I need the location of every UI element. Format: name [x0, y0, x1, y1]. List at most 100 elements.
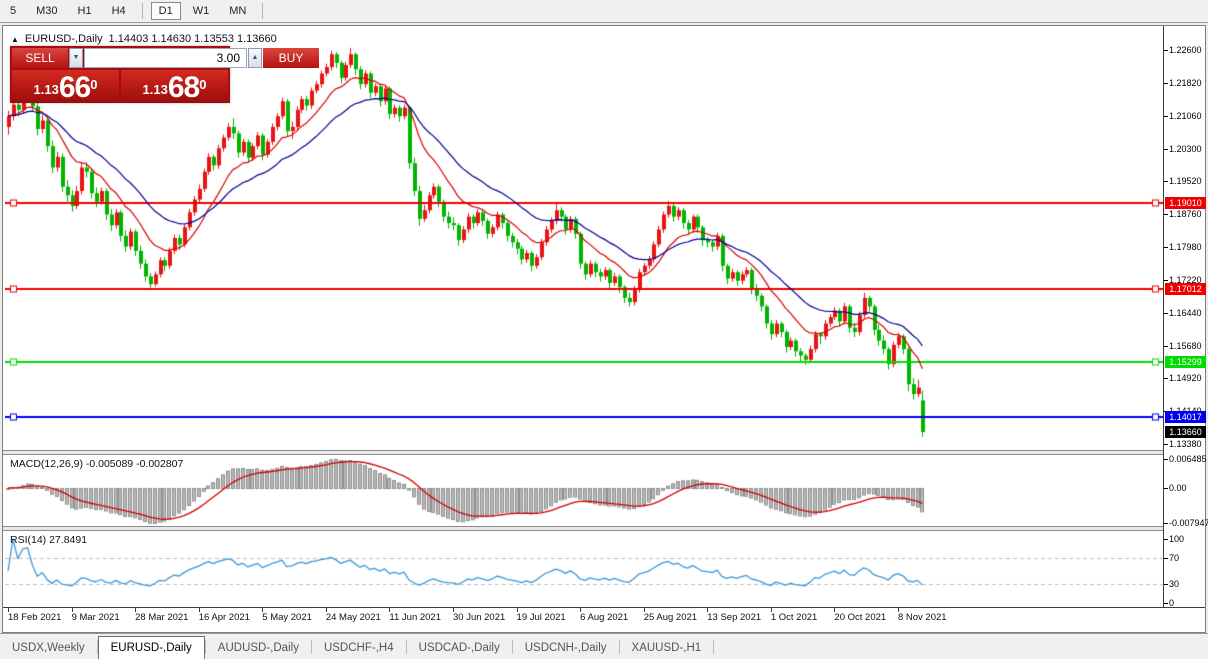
- chart-tab-eurusd-daily[interactable]: EURUSD-,Daily: [97, 636, 205, 659]
- panel-splitter-rsi[interactable]: [3, 526, 1205, 531]
- time-axis-label: 6 Aug 2021: [580, 612, 629, 623]
- axis-tick-mark: [1164, 558, 1168, 560]
- rsi-indicator-label: RSI(14) 27.8491: [10, 534, 88, 546]
- price-axis-label: 1.13380: [1169, 439, 1202, 449]
- time-axis-label: 1 Oct 2021: [770, 612, 818, 623]
- chart-tab-usdchf-h4[interactable]: USDCHF-,H4: [323, 642, 394, 654]
- price-axis-label: 1.19520: [1169, 176, 1202, 187]
- price-axis[interactable]: 0.006485 0.00 -0.007947 100 70 30 0 1.22600 1.21…: [1163, 26, 1208, 608]
- axis-tick-mark: [1164, 247, 1168, 248]
- rsi-panel-canvas[interactable]: [5, 531, 1163, 605]
- price-axis-label: 1.20300: [1169, 143, 1202, 154]
- bid-price-panel[interactable]: 1.13 66 0: [12, 70, 119, 103]
- macd-axis-label: 0.00: [1169, 483, 1187, 494]
- timeframe-toolbar: 5 M30 H1 H4 D1 W1 MN: [0, 0, 1208, 23]
- time-axis-tick: [262, 608, 264, 612]
- price-axis-label: 1.18760: [1169, 209, 1202, 220]
- axis-tick-mark: [1164, 115, 1168, 117]
- time-axis-label: 24 May 2021: [325, 612, 381, 623]
- level-price-badge: 1.15299: [1165, 355, 1206, 368]
- axis-tick-mark: [1164, 148, 1168, 150]
- time-axis-label: 20 Oct 2021: [834, 612, 887, 623]
- price-axis-label: 1.14920: [1169, 373, 1202, 384]
- timeframe-button-m30[interactable]: M30: [36, 5, 58, 17]
- axis-tick-mark: [1164, 583, 1168, 585]
- chart-tab-bar: USDX,Weekly EURUSD-,Daily AUDUSD-,Daily USD…: [0, 633, 1208, 659]
- time-axis-label: 11 Jun 2021: [389, 612, 441, 623]
- axis-tick-mark: [1164, 488, 1168, 490]
- tab-separator: [511, 640, 513, 654]
- volume-input[interactable]: [84, 48, 247, 68]
- price-axis-label: 1.17220: [1169, 274, 1202, 285]
- rsi-axis-label: 30: [1169, 578, 1180, 589]
- time-axis-label: 13 Sep 2021: [707, 612, 762, 623]
- time-axis-label: 25 Aug 2021: [643, 612, 698, 623]
- axis-tick-mark: [1164, 279, 1168, 281]
- one-click-trade-widget: SELL ▼ ▲ BUY 1.13 66 0 1.13 68 0: [10, 46, 319, 103]
- time-axis-label: 9 Mar 2021: [71, 612, 120, 623]
- timeframe-button-d1[interactable]: D1: [150, 2, 181, 20]
- tab-separator: [204, 640, 206, 654]
- tab-separator: [96, 640, 98, 654]
- time-axis-tick: [452, 608, 454, 612]
- panel-splitter-macd[interactable]: [3, 450, 1205, 455]
- tab-separator: [618, 640, 620, 654]
- time-axis-tick: [71, 608, 73, 612]
- timeframe-button-h4[interactable]: H4: [111, 5, 126, 17]
- bid-price-main: 1.13: [33, 82, 59, 97]
- time-axis-label: 16 Apr 2021: [198, 612, 250, 623]
- ask-price-point: 0: [199, 77, 207, 92]
- ask-price-panel[interactable]: 1.13 68 0: [121, 70, 228, 103]
- buy-button[interactable]: BUY: [263, 48, 319, 68]
- time-axis-tick: [198, 608, 200, 612]
- macd-axis-label: 0.006485: [1169, 454, 1207, 464]
- axis-tick-mark: [1164, 50, 1168, 51]
- time-axis-label: 5 May 2021: [262, 612, 312, 623]
- chart-tab-audusd-daily[interactable]: AUDUSD-,Daily: [217, 642, 299, 654]
- time-axis-tick: [643, 608, 645, 612]
- timeframe-button-w1[interactable]: W1: [192, 5, 210, 17]
- chart-tab-xauusd-h1[interactable]: XAUUSD-,H1: [631, 642, 702, 654]
- chart-tab-usdx-weekly[interactable]: USDX,Weekly: [12, 642, 85, 654]
- time-axis-tick: [8, 608, 9, 612]
- chart-tab-usdcnh-daily[interactable]: USDCNH-,Daily: [524, 642, 607, 654]
- rsi-axis-label: 100: [1169, 534, 1185, 544]
- price-axis-label: 1.21060: [1169, 110, 1202, 121]
- collapse-panel-icon[interactable]: ▲: [11, 34, 19, 44]
- level-price-badge: 1.17012: [1165, 282, 1206, 295]
- volume-decrement-icon[interactable]: ▼: [69, 48, 83, 68]
- chart-title: ▲ EURUSD-,Daily 1.14403 1.14630 1.13553 …: [11, 33, 277, 45]
- time-axis[interactable]: 18 Feb 2021 9 Mar 2021 28 Mar 2021 16 Apr 2…: [3, 607, 1205, 631]
- time-axis-tick: [135, 608, 137, 612]
- ask-price-main: 1.13: [142, 82, 168, 97]
- volume-increment-icon[interactable]: ▲: [248, 48, 262, 68]
- bid-price-pips: 66: [58, 71, 91, 104]
- macd-indicator-label: MACD(12,26,9) -0.005089 -0.002807: [10, 458, 184, 470]
- axis-tick-mark: [1164, 603, 1168, 604]
- tab-separator: [310, 640, 312, 654]
- macd-panel-canvas[interactable]: [5, 455, 1163, 527]
- rsi-axis-label: 0: [1169, 598, 1175, 608]
- chart-ohlc-values: 1.14403 1.14630 1.13553 1.13660: [108, 33, 277, 45]
- axis-tick-mark: [1164, 444, 1168, 445]
- toolbar-separator: [262, 3, 264, 19]
- timeframe-button-h1[interactable]: H1: [77, 5, 92, 17]
- level-price-badge: 1.14017: [1165, 410, 1206, 423]
- macd-axis-label: -0.007947: [1169, 518, 1208, 528]
- time-axis-label: 30 Jun 2021: [452, 612, 506, 623]
- timeframe-button-mn[interactable]: MN: [229, 5, 247, 17]
- time-axis-tick: [707, 608, 709, 612]
- time-axis-label: 8 Nov 2021: [897, 612, 947, 623]
- time-axis-tick: [834, 608, 836, 612]
- axis-tick-mark: [1164, 214, 1168, 216]
- sell-button[interactable]: SELL: [12, 48, 68, 68]
- time-axis-label: 19 Jul 2021: [516, 612, 566, 623]
- axis-tick-mark: [1164, 82, 1168, 84]
- time-axis-tick: [770, 608, 772, 612]
- time-axis-label: 18 Feb 2021: [8, 612, 62, 623]
- timeframe-button-5[interactable]: 5: [10, 5, 17, 17]
- time-axis-tick: [389, 608, 391, 612]
- chart-tab-usdcad-daily[interactable]: USDCAD-,Daily: [418, 642, 500, 654]
- axis-tick-mark: [1164, 539, 1168, 540]
- toolbar-separator: [141, 3, 143, 19]
